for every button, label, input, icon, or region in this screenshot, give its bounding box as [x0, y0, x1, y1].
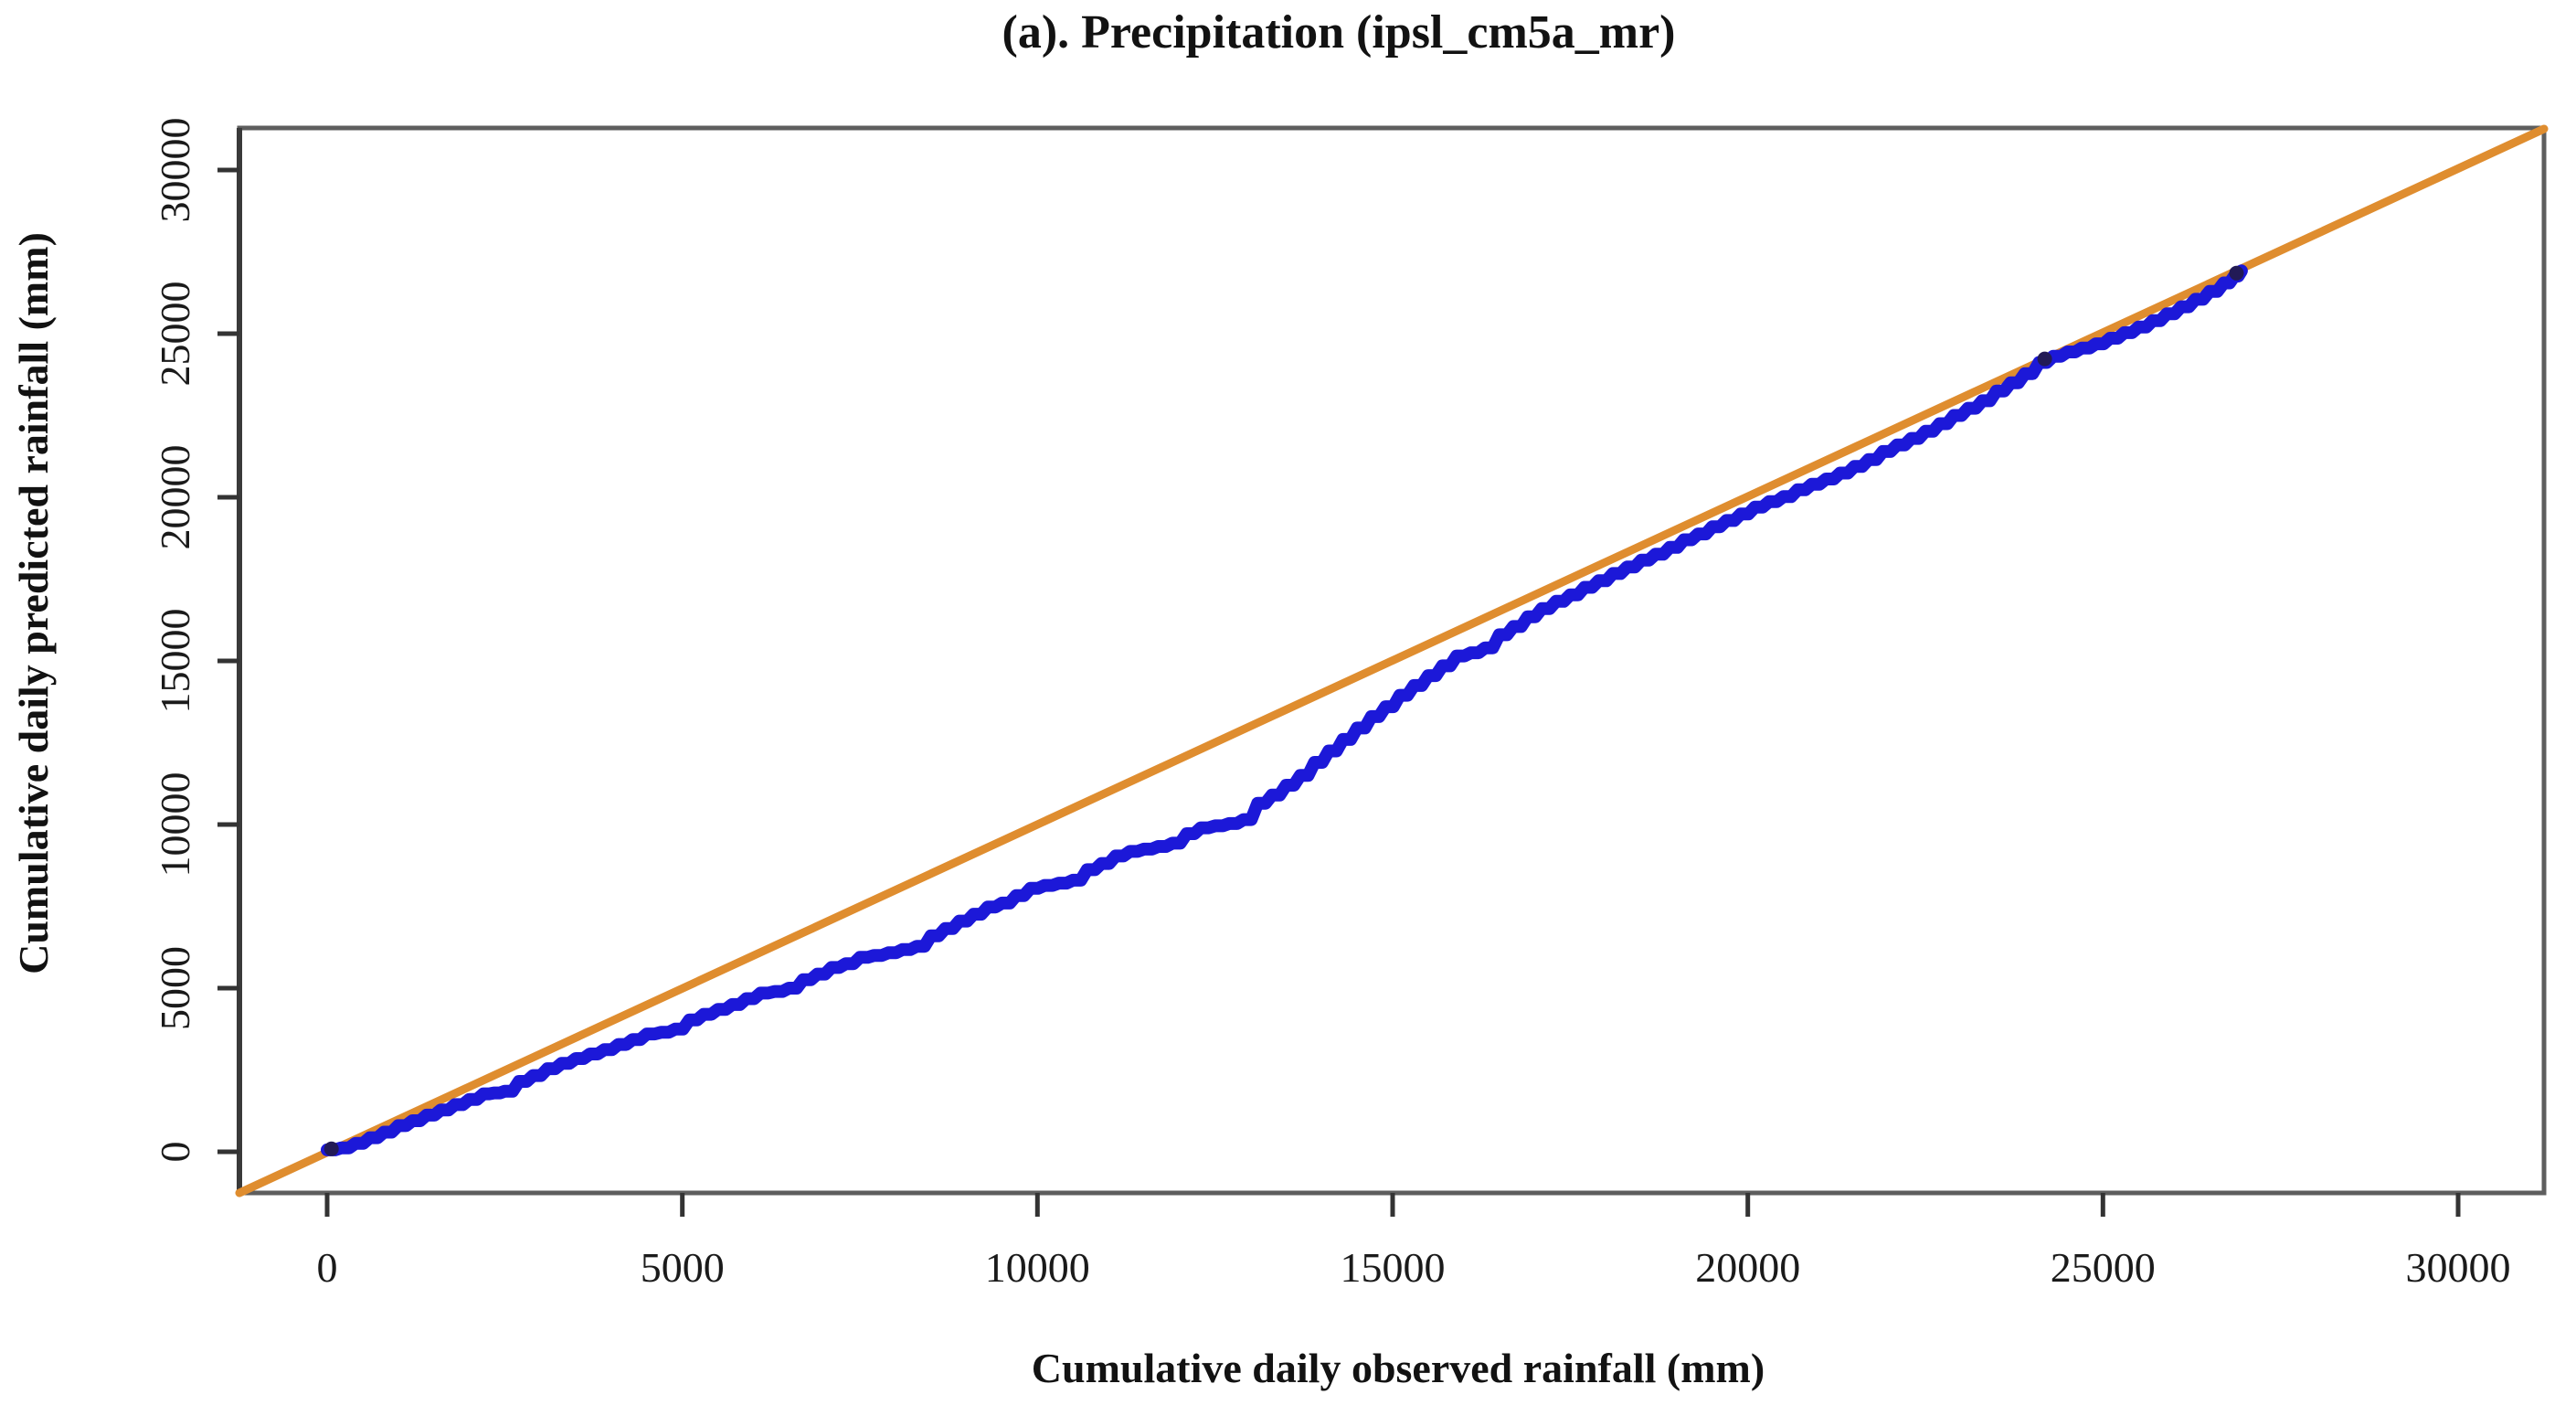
- overlap-dot: [2229, 265, 2244, 281]
- y-tick-label: 5000: [152, 946, 198, 1030]
- chart-title: (a). Precipitation (ipsl_cm5a_mr): [1002, 6, 1676, 59]
- x-tick-label: 0: [317, 1244, 338, 1291]
- y-tick-label: 30000: [152, 118, 198, 223]
- y-tick-label: 25000: [152, 282, 198, 387]
- x-tick-label: 15000: [1341, 1244, 1446, 1291]
- y-axis-label: Cumulative daily predicted rainfall (mm): [10, 232, 57, 974]
- x-tick-label: 5000: [641, 1244, 725, 1291]
- x-tick-label: 10000: [985, 1244, 1090, 1291]
- x-axis-label: Cumulative daily observed rainfall (mm): [1032, 1345, 1765, 1391]
- x-tick-label: 20000: [1695, 1244, 1800, 1291]
- overlap-dot: [323, 1141, 339, 1156]
- data-lines: [235, 124, 2549, 1197]
- x-tick-label: 30000: [2406, 1244, 2511, 1291]
- y-tick-label: 0: [152, 1142, 198, 1163]
- y-tick-label: 15000: [152, 609, 198, 714]
- y-tick-label: 10000: [152, 772, 198, 878]
- overlap-dot: [2037, 351, 2052, 367]
- y-tick-label: 20000: [152, 445, 198, 550]
- identity-line: [235, 124, 2549, 1197]
- predicted-series-line: [321, 264, 2248, 1156]
- x-tick-label: 25000: [2051, 1244, 2156, 1291]
- axis-ticks: 0 5000 10000 15000 20000 25000 30000 0 5000 10000…: [152, 118, 2511, 1292]
